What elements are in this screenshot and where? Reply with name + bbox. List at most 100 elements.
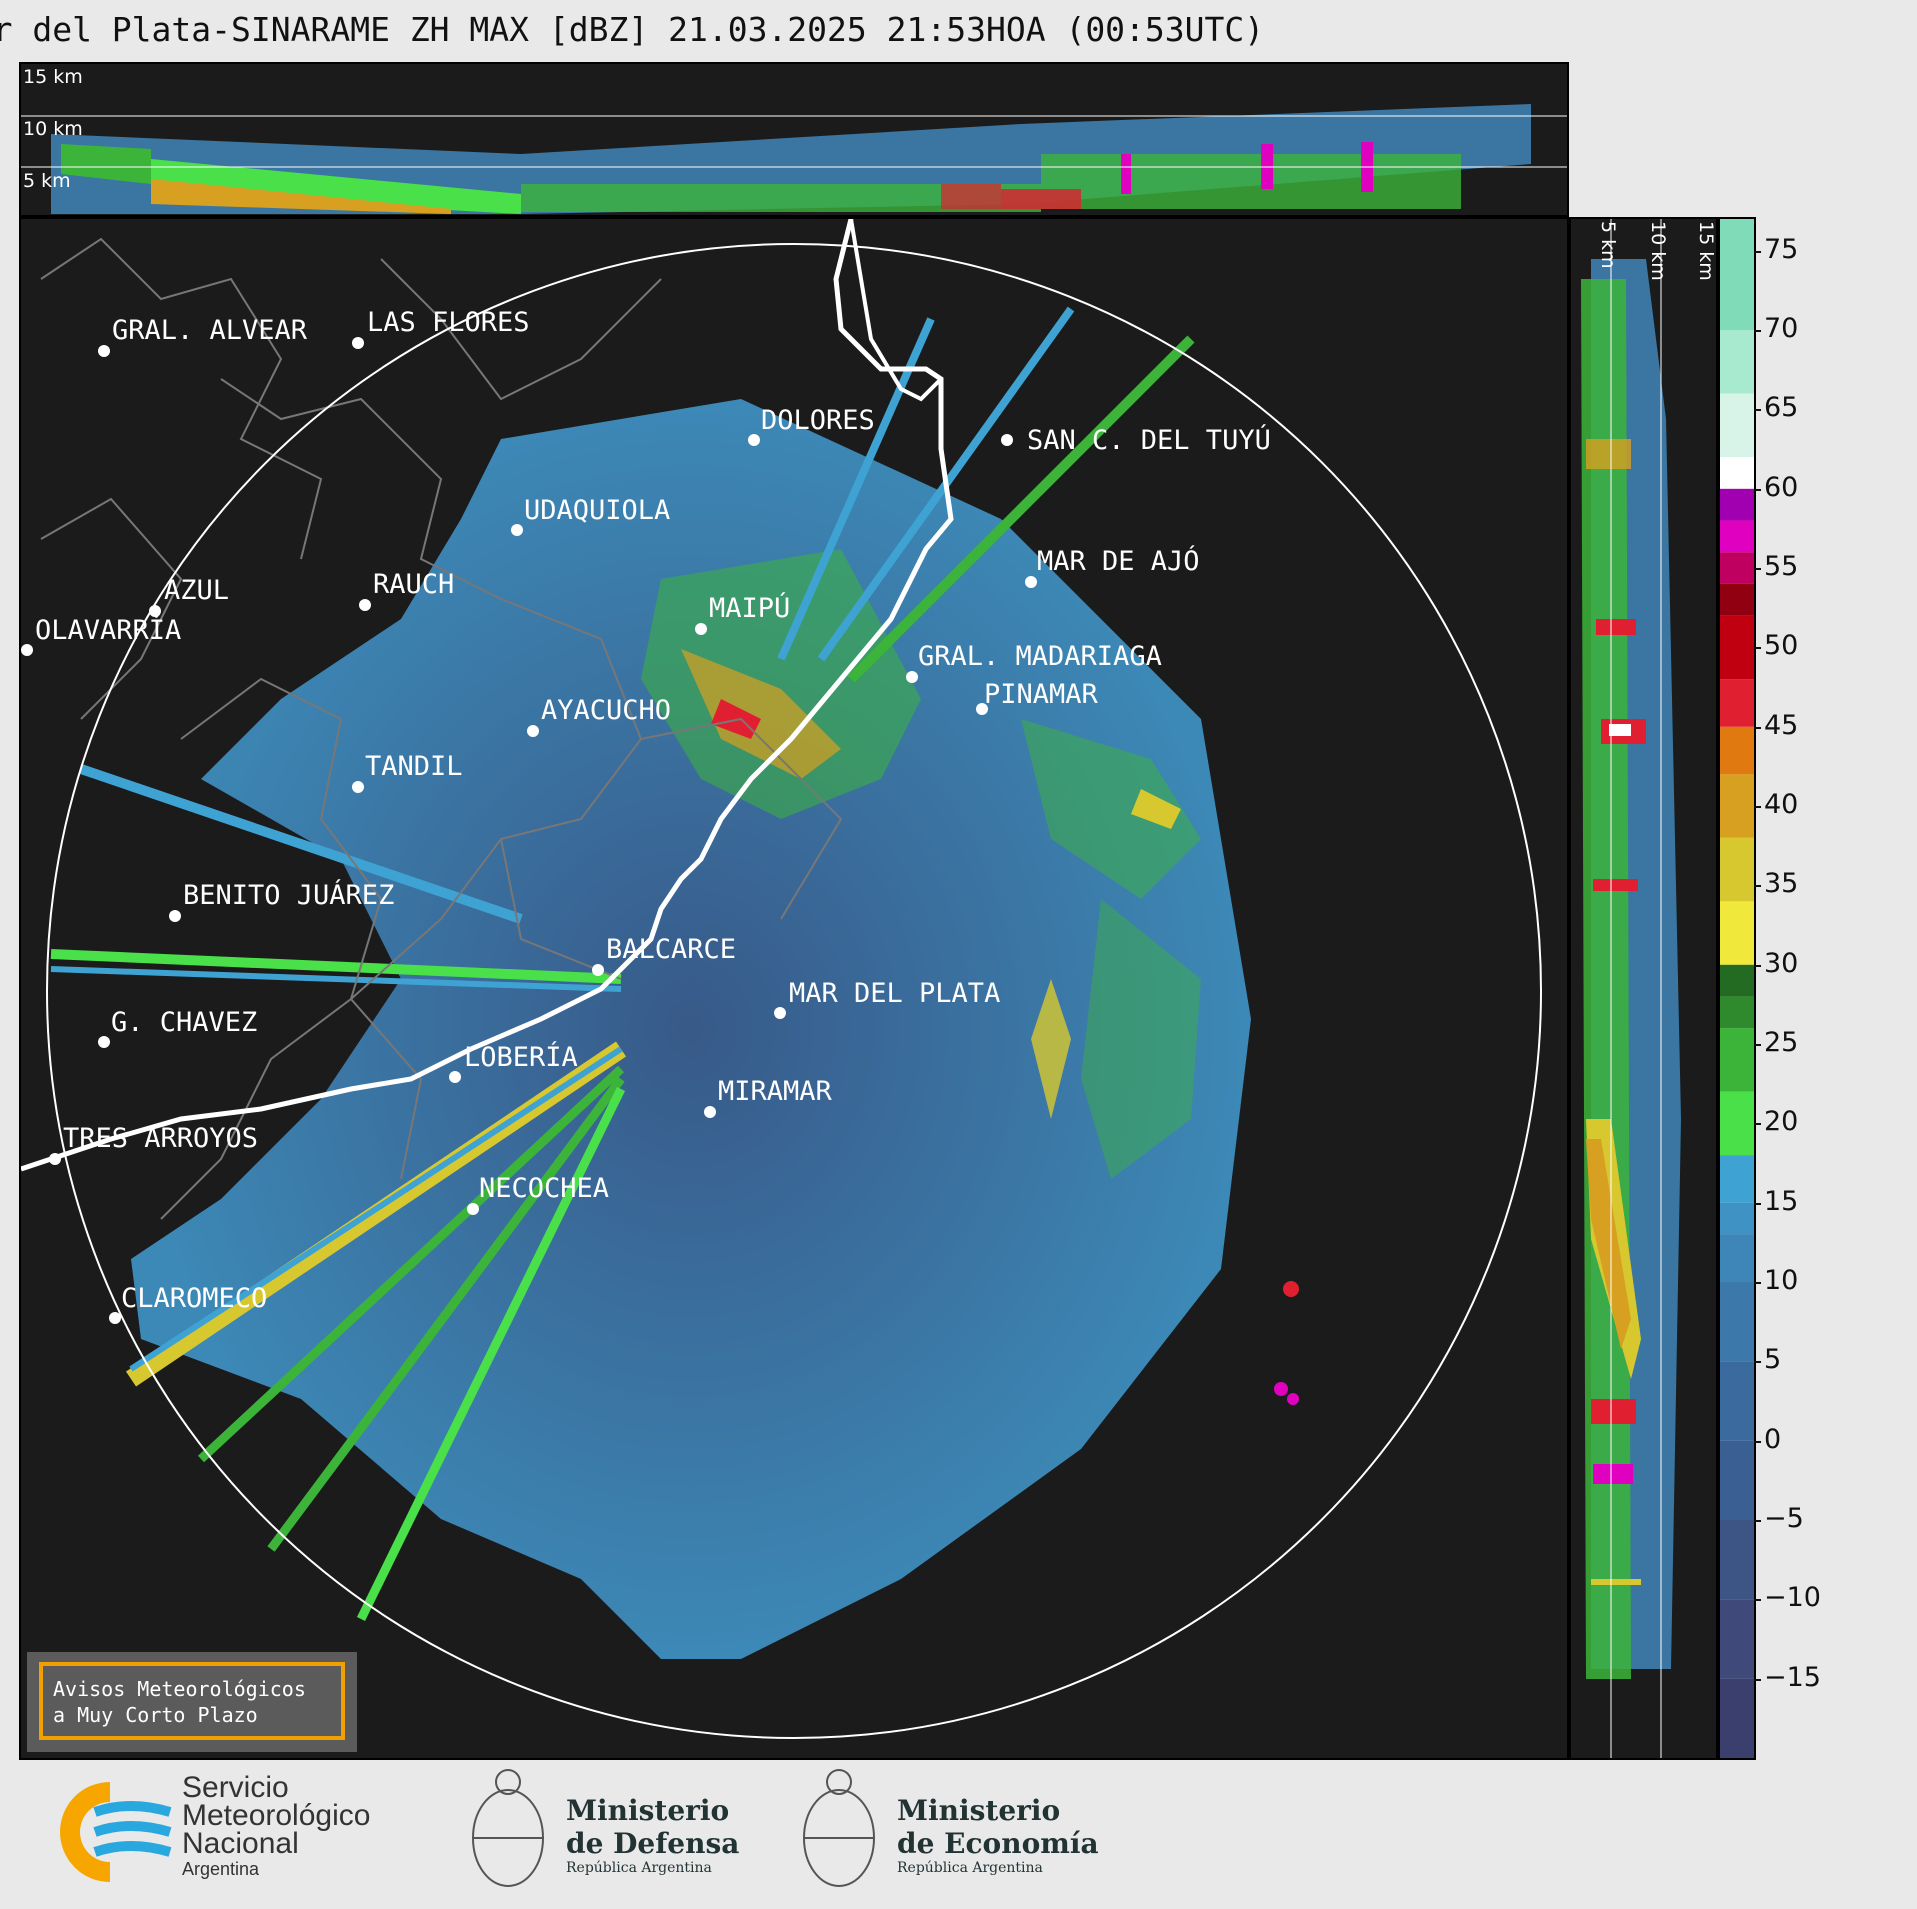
side-km-label-15: 15 km bbox=[1695, 221, 1717, 281]
city-dot bbox=[511, 524, 523, 536]
city-dot bbox=[774, 1007, 786, 1019]
colorbar-segment bbox=[1720, 1028, 1754, 1092]
colorbar-tick bbox=[1754, 568, 1761, 571]
colorbar-tick-label: 25 bbox=[1764, 1027, 1799, 1059]
city-label-olavarria: OLAVARRÍA bbox=[35, 615, 182, 646]
city-dot bbox=[98, 345, 110, 357]
city-dot bbox=[704, 1106, 716, 1118]
colorbar-tick-label: 35 bbox=[1764, 868, 1799, 900]
colorbar-tick bbox=[1754, 1520, 1761, 1522]
colorbar-segment bbox=[1720, 219, 1754, 331]
city-dot bbox=[976, 703, 988, 715]
city-label-san-c-del-tuyu: SAN C. DEL TUYÚ bbox=[1027, 425, 1271, 456]
colorbar-segment bbox=[1720, 520, 1754, 553]
colorbar-tick bbox=[1754, 330, 1761, 333]
escudo-defensa-icon bbox=[472, 1769, 544, 1887]
city-dot bbox=[109, 1312, 121, 1324]
city-dot bbox=[467, 1203, 479, 1215]
smn-line-1: Servicio bbox=[182, 1771, 289, 1804]
defensa-line-3: República Argentina bbox=[566, 1860, 712, 1876]
smn-logo-icon bbox=[60, 1782, 172, 1882]
top-km-label-5: 5 km bbox=[23, 170, 71, 192]
colorbar-tick-label: −15 bbox=[1764, 1661, 1821, 1693]
colorbar-segment bbox=[1720, 1234, 1754, 1283]
colorbar-segment bbox=[1720, 330, 1754, 394]
colorbar-segment bbox=[1720, 615, 1754, 680]
colorbar-segment bbox=[1720, 488, 1754, 521]
colorbar-tick-label: 65 bbox=[1764, 392, 1799, 424]
city-label-tres-arroyos: TRES ARROYOS bbox=[63, 1123, 259, 1154]
city-label-mar-de-ajo: MAR DE AJÓ bbox=[1037, 546, 1200, 577]
colorbar-tick bbox=[1754, 1282, 1761, 1285]
city-dot bbox=[527, 725, 539, 737]
city-label-maipu: MAIPÚ bbox=[709, 593, 791, 624]
city-dot bbox=[352, 781, 364, 793]
colorbar-tick-label: 5 bbox=[1764, 1344, 1782, 1376]
colorbar-tick-label: 60 bbox=[1764, 471, 1799, 503]
defensa-line-1: Ministerio bbox=[566, 1794, 730, 1827]
colorbar-tick-label: 15 bbox=[1764, 1185, 1799, 1217]
city-label-miramar: MIRAMAR bbox=[718, 1076, 832, 1107]
city-dot bbox=[49, 1153, 61, 1165]
smn-line-3: Nacional bbox=[182, 1827, 299, 1860]
colorbar-tick bbox=[1754, 1599, 1761, 1602]
economia-line-3: República Argentina bbox=[897, 1860, 1043, 1876]
economia-line-2: de Economía bbox=[897, 1827, 1099, 1860]
city-label-g-chavez: G. CHAVEZ bbox=[111, 1007, 258, 1038]
colorbar-tick bbox=[1754, 1123, 1761, 1126]
colorbar-segment bbox=[1720, 996, 1754, 1029]
colorbar-segment bbox=[1720, 1440, 1754, 1521]
city-label-mar-del-plata: MAR DEL PLATA bbox=[789, 978, 1001, 1009]
colorbar-tick-label: 55 bbox=[1764, 551, 1799, 583]
city-label-gral-alvear: GRAL. ALVEAR bbox=[112, 315, 308, 346]
city-dot bbox=[149, 605, 161, 617]
smn-line-2: Meteorológico bbox=[182, 1799, 371, 1832]
colorbar-tick-label: 30 bbox=[1764, 947, 1799, 979]
colorbar-segment bbox=[1720, 1520, 1754, 1600]
avisos-line-1: Avisos Meteorológicos bbox=[53, 1677, 306, 1701]
economia-line-1: Ministerio bbox=[897, 1794, 1061, 1827]
colorbar-tick bbox=[1754, 409, 1761, 412]
colorbar-tick bbox=[1754, 726, 1761, 729]
top-km-label-10: 10 km bbox=[23, 118, 83, 140]
colorbar-tick-label: 45 bbox=[1764, 709, 1799, 741]
colorbar-tick bbox=[1754, 647, 1761, 650]
defensa-line-2: de Defensa bbox=[566, 1827, 740, 1860]
colorbar-segment bbox=[1720, 552, 1754, 584]
radar-map-panel: GRAL. ALVEAR LAS FLORES DOLORES SAN C. D… bbox=[19, 217, 1569, 1760]
colorbar-segment bbox=[1720, 837, 1754, 902]
escudo-economia-icon bbox=[803, 1769, 875, 1887]
side-km-label-10: 10 km bbox=[1647, 221, 1669, 281]
city-dot bbox=[1001, 434, 1013, 446]
city-dot bbox=[169, 910, 181, 922]
colorbar-segment bbox=[1720, 901, 1754, 965]
range-ring bbox=[46, 243, 1542, 1739]
avisos-line-2: a Muy Corto Plazo bbox=[53, 1703, 258, 1727]
city-label-ayacucho: AYACUCHO bbox=[541, 695, 672, 726]
colorbar-segment bbox=[1720, 964, 1754, 997]
colorbar bbox=[1718, 217, 1756, 1760]
city-dot bbox=[695, 623, 707, 635]
city-dot bbox=[449, 1071, 461, 1083]
city-dot bbox=[98, 1036, 110, 1048]
city-dot bbox=[359, 599, 371, 611]
colorbar-segment bbox=[1720, 456, 1754, 489]
reflectivity-area bbox=[131, 399, 1251, 1659]
city-label-balcarce: BALCARCE bbox=[606, 934, 737, 965]
city-label-tandil: TANDIL bbox=[365, 751, 463, 782]
colorbar-segment bbox=[1720, 1155, 1754, 1203]
colorbar-tick bbox=[1754, 488, 1761, 491]
colorbar-tick bbox=[1754, 1044, 1761, 1047]
colorbar-tick bbox=[1754, 1361, 1761, 1364]
colorbar-segment bbox=[1720, 393, 1754, 457]
city-label-rauch: RAUCH bbox=[373, 569, 455, 600]
top-km-label-15: 15 km bbox=[23, 66, 83, 88]
city-dot bbox=[1025, 576, 1037, 588]
colorbar-tick-label: 0 bbox=[1764, 1423, 1782, 1455]
footer: Servicio Meteorológico Nacional Argentin… bbox=[0, 1760, 1917, 1909]
chart-title: Mar del Plata-SINARAME ZH MAX [dBZ] 21.0… bbox=[0, 10, 1265, 49]
side-cross-section-plot bbox=[1581, 219, 1681, 1758]
coastline bbox=[21, 219, 954, 1172]
city-label-claromeco: CLAROMECO bbox=[121, 1283, 268, 1314]
colorbar-tick-label: 40 bbox=[1764, 789, 1799, 821]
